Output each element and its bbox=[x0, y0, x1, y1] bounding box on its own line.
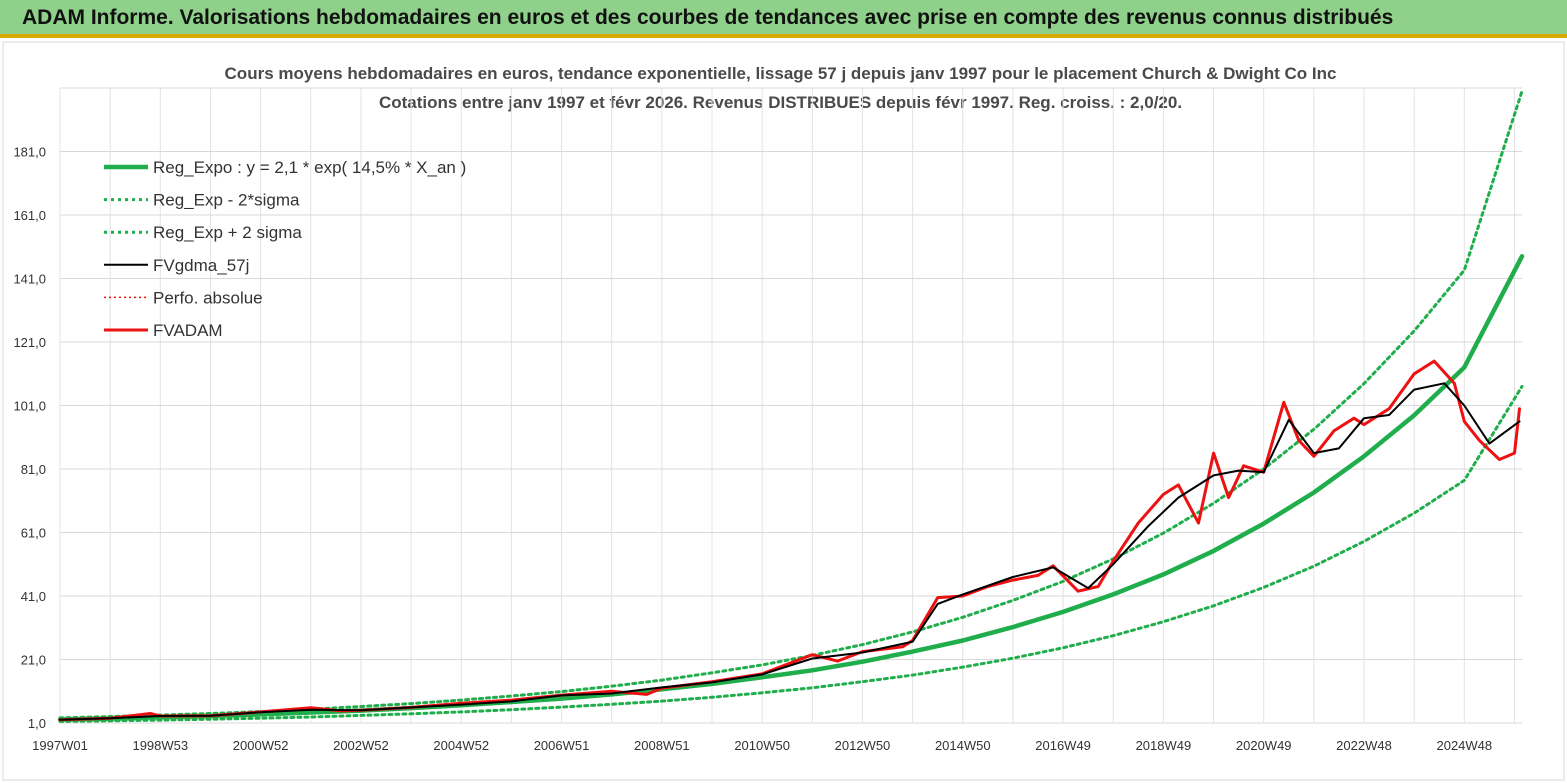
x-tick-label: 2016W49 bbox=[1035, 738, 1091, 753]
legend-label: FVgdma_57j bbox=[153, 256, 249, 275]
y-tick-label: 141,0 bbox=[13, 272, 46, 287]
plot-frame bbox=[2, 41, 1565, 781]
x-tick-label: 2002W52 bbox=[333, 738, 389, 753]
x-tick-label: 2010W50 bbox=[734, 738, 790, 753]
x-tick-label: 2000W52 bbox=[233, 738, 289, 753]
series-line-3 bbox=[59, 382, 1521, 721]
legend-label: Perfo. absolue bbox=[153, 288, 263, 307]
x-tick-label: 2004W52 bbox=[433, 738, 489, 753]
x-tick-label: 2018W49 bbox=[1136, 738, 1192, 753]
y-tick-label: 161,0 bbox=[13, 208, 46, 223]
y-tick-label: 121,0 bbox=[13, 335, 46, 350]
x-tick-label: 2020W49 bbox=[1236, 738, 1292, 753]
y-tick-label: 81,0 bbox=[21, 462, 46, 477]
x-tick-label: 1997W01 bbox=[32, 738, 88, 753]
x-tick-label: 2008W51 bbox=[634, 738, 690, 753]
x-tick-label: 2014W50 bbox=[935, 738, 991, 753]
series-line-0 bbox=[57, 254, 1525, 722]
horizontal-gridlines bbox=[60, 87, 1522, 724]
x-tick-label: 1998W53 bbox=[132, 738, 188, 753]
x-tick-label: 2006W51 bbox=[534, 738, 590, 753]
legend-label: FVADAM bbox=[153, 321, 223, 340]
y-tick-label: 21,0 bbox=[21, 653, 46, 668]
x-tick-label: 2024W48 bbox=[1436, 738, 1492, 753]
y-tick-label: 61,0 bbox=[21, 526, 46, 541]
series-line-1 bbox=[58, 384, 1524, 723]
legend: Reg_Expo : y = 2,1 * exp( 14,5% * X_an )… bbox=[104, 158, 466, 340]
legend-label: Reg_Exp + 2 sigma bbox=[153, 223, 302, 242]
banner-title: ADAM Informe. Valorisations hebdomadaire… bbox=[22, 6, 1394, 29]
banner: ADAM Informe. Valorisations hebdomadaire… bbox=[0, 0, 1567, 38]
x-tick-label: 2012W50 bbox=[835, 738, 891, 753]
y-tick-label: 181,0 bbox=[13, 145, 46, 160]
chart-title: Cours moyens hebdomadaires en euros, ten… bbox=[224, 64, 1337, 83]
series-line-2 bbox=[58, 89, 1524, 720]
chart-subtitle: Cotations entre janv 1997 et févr 2026. … bbox=[378, 93, 1183, 112]
y-axis-ticks: 1,0 21,0 41,0 61,0 81,0 101,0 121,0 141,0 161,0 1… bbox=[13, 145, 46, 732]
series-layer bbox=[57, 89, 1525, 723]
y-tick-label: 1,0 bbox=[28, 716, 46, 731]
y-tick-label: 41,0 bbox=[21, 589, 46, 604]
legend-label: Reg_Exp - 2*sigma bbox=[153, 191, 300, 210]
x-axis-ticks: 1997W01 1998W53 2000W52 2002W52 2004W52 2006W… bbox=[32, 738, 1492, 753]
legend-label: Reg_Expo : y = 2,1 * exp( 14,5% * X_an ) bbox=[153, 158, 466, 177]
x-tick-label: 2022W48 bbox=[1336, 738, 1392, 753]
y-tick-label: 101,0 bbox=[13, 399, 46, 414]
